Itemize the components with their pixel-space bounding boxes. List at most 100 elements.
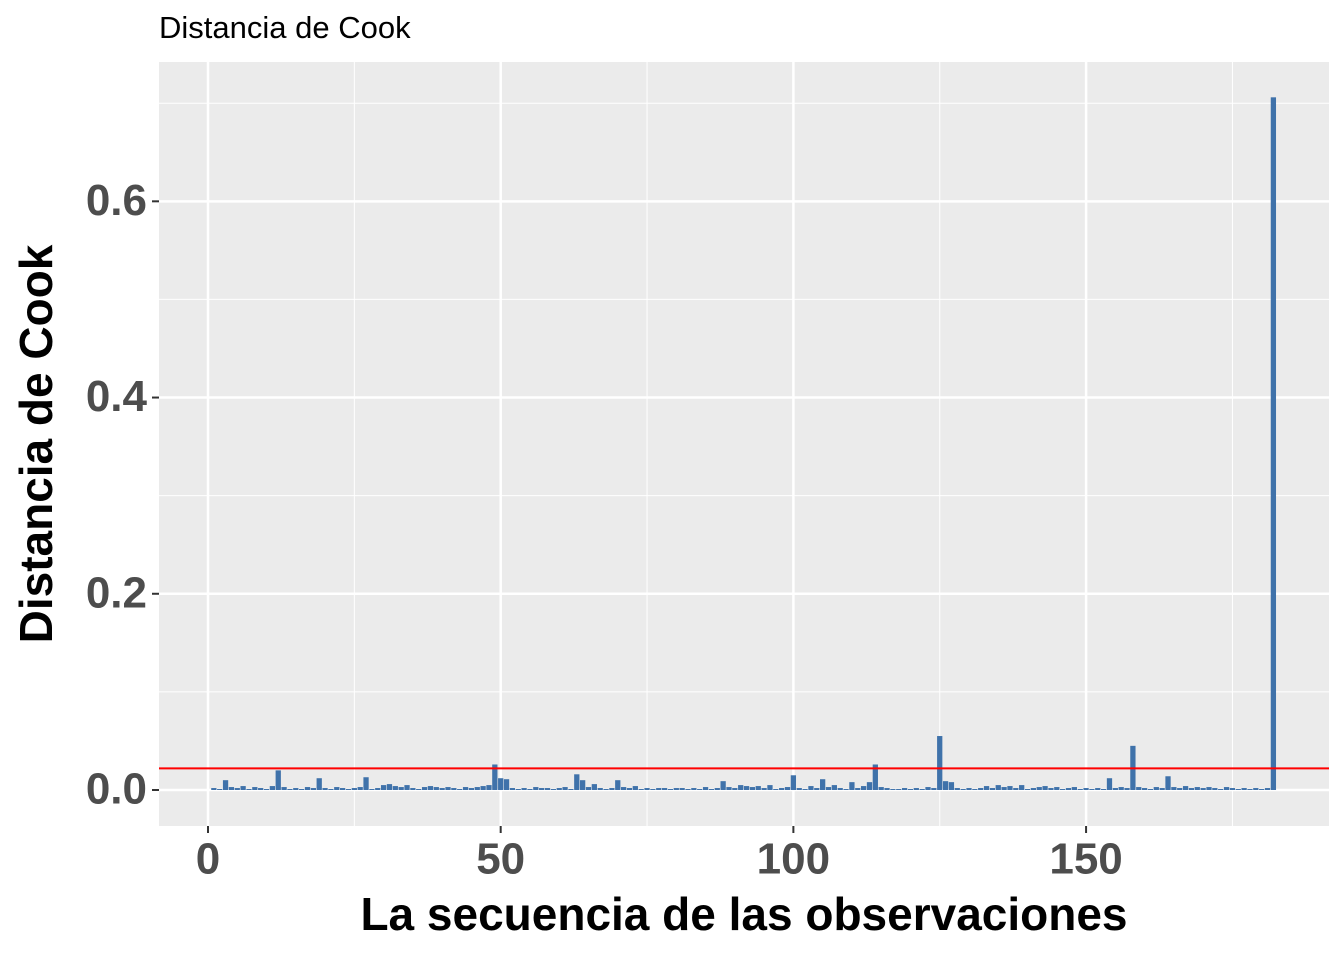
chart-title: Distancia de Cook	[159, 10, 411, 45]
bar	[527, 789, 533, 790]
bar	[375, 788, 381, 790]
bar	[919, 789, 925, 790]
bar	[1147, 789, 1154, 790]
bar	[492, 764, 498, 790]
bar	[1054, 787, 1060, 790]
bar	[1218, 789, 1224, 790]
bar	[1253, 788, 1259, 790]
bar	[603, 789, 609, 790]
bar	[480, 786, 486, 790]
bar	[1165, 776, 1171, 790]
bar	[1083, 788, 1089, 790]
bar	[222, 780, 229, 790]
bar	[650, 789, 656, 790]
bar	[339, 788, 346, 790]
bar	[515, 789, 521, 790]
bar	[843, 789, 849, 790]
bar	[702, 787, 709, 790]
bar	[644, 788, 650, 790]
bar	[228, 787, 235, 790]
x-tick-label: 150	[1049, 835, 1122, 884]
bar	[217, 789, 223, 790]
bar	[1264, 788, 1271, 790]
bar	[656, 788, 662, 790]
y-tick-label: 0.6	[86, 176, 147, 225]
bar	[1182, 786, 1189, 790]
bar	[761, 788, 767, 790]
bar	[392, 786, 398, 790]
bar	[597, 788, 603, 790]
bar	[966, 788, 972, 790]
bar	[363, 777, 369, 790]
bar	[1071, 787, 1077, 790]
bar	[462, 787, 469, 790]
bar	[989, 788, 996, 790]
bar	[580, 780, 586, 790]
bar	[878, 787, 884, 790]
bar	[386, 784, 393, 790]
bar	[837, 788, 843, 790]
bar	[398, 787, 404, 790]
bar	[410, 788, 416, 790]
bar	[287, 789, 293, 790]
bar	[544, 788, 551, 790]
bar	[890, 789, 896, 790]
bar	[322, 788, 328, 790]
bar	[1036, 787, 1042, 790]
bar	[334, 787, 340, 790]
bar	[825, 787, 832, 790]
bar	[275, 770, 281, 790]
bar	[1100, 789, 1107, 790]
bar	[948, 782, 955, 790]
bar	[1077, 789, 1083, 790]
bar	[849, 782, 855, 790]
bar	[767, 785, 773, 790]
bar	[866, 782, 873, 790]
bar	[1153, 787, 1159, 790]
bar	[685, 789, 691, 790]
bar	[901, 788, 908, 790]
bar	[1247, 789, 1253, 790]
bar	[1235, 789, 1241, 790]
bar	[1141, 788, 1148, 790]
bar	[304, 787, 311, 790]
bar	[521, 788, 527, 790]
bar	[451, 788, 457, 790]
bar	[720, 781, 726, 790]
bar	[1159, 788, 1165, 790]
bar	[773, 789, 779, 790]
bar	[925, 787, 931, 790]
bar	[820, 779, 826, 790]
bar	[1136, 787, 1142, 790]
bar	[673, 788, 679, 790]
bar	[743, 786, 750, 790]
bar	[1200, 788, 1206, 790]
bar	[1013, 788, 1019, 790]
bar	[1124, 788, 1130, 790]
bar	[486, 785, 492, 790]
bar	[738, 785, 744, 790]
bar	[539, 788, 545, 790]
bar	[498, 778, 504, 790]
bar	[615, 780, 621, 790]
x-axis-title: La secuencia de las observaciones	[360, 888, 1127, 940]
bar	[661, 788, 668, 790]
bar	[556, 788, 562, 790]
bar	[620, 787, 627, 790]
bar	[954, 788, 960, 790]
bar	[328, 789, 334, 790]
bar	[714, 788, 720, 790]
bar	[591, 784, 597, 790]
bar	[749, 787, 756, 790]
bar	[978, 788, 984, 790]
bar	[626, 788, 633, 790]
bar	[872, 764, 878, 790]
bar	[913, 788, 919, 790]
bar	[457, 789, 463, 790]
bar	[439, 788, 445, 790]
bar	[345, 789, 352, 790]
bar	[427, 786, 434, 790]
bar	[960, 789, 966, 790]
bar	[211, 788, 217, 790]
bar	[416, 789, 422, 790]
